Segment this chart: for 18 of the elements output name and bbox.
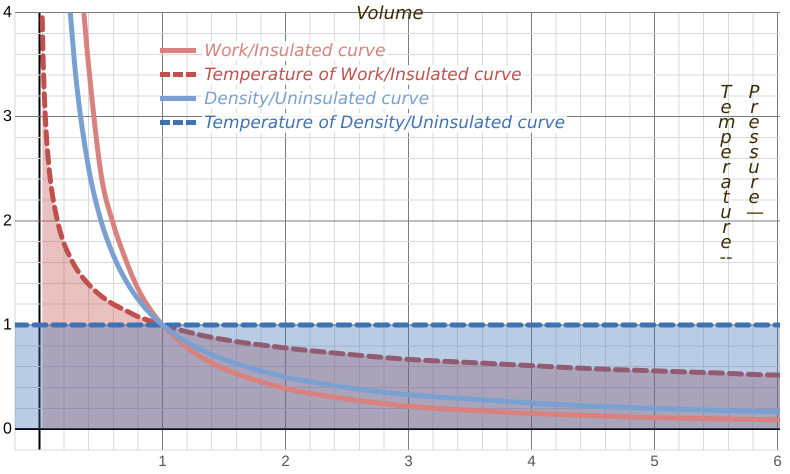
x-tick-label: 6 bbox=[773, 453, 782, 470]
y-tick-label: 4 bbox=[2, 4, 12, 22]
y-tick-label: 1 bbox=[2, 316, 12, 334]
legend-label: Temperature of Work/Insulated curve bbox=[202, 64, 524, 85]
y-tick-label: 0 bbox=[2, 420, 12, 438]
x-tick-label: 1 bbox=[158, 453, 167, 470]
y-tick-label: 2 bbox=[2, 212, 12, 230]
x-axis-title: Volume bbox=[356, 2, 424, 24]
text: Temperature -- bbox=[718, 82, 736, 268]
legend-label: Density/Uninsulated curve bbox=[202, 88, 432, 109]
legend-label: Temperature of Density/Uninsulated curve bbox=[202, 112, 568, 133]
legend-label: Work/Insulated curve bbox=[202, 40, 388, 61]
y-tick-label: 3 bbox=[2, 108, 12, 126]
x-tick-label: 4 bbox=[527, 453, 536, 470]
x-tick-label: 2 bbox=[281, 453, 290, 470]
x-tick-label: 3 bbox=[404, 453, 413, 470]
text: Pressure — bbox=[746, 82, 764, 223]
x-tick-label: 5 bbox=[650, 453, 659, 470]
